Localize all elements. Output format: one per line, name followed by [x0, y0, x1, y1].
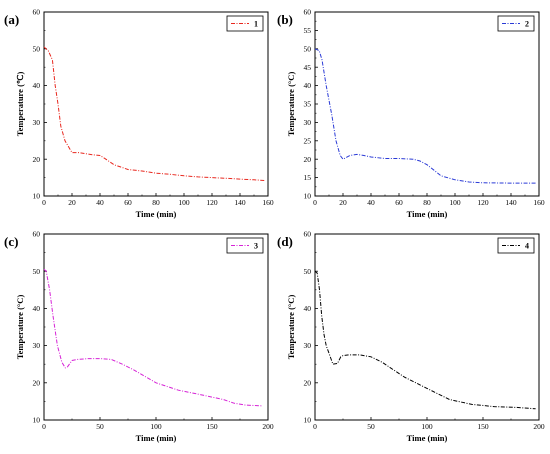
y-tick-label: 50	[33, 44, 41, 53]
panel-label: (b)	[277, 12, 293, 27]
legend-label: 1	[254, 20, 258, 29]
x-tick-label: 100	[449, 198, 461, 207]
x-tick-label: 150	[477, 422, 489, 431]
y-tick-label: 10	[304, 416, 312, 425]
x-tick-label: 0	[313, 422, 317, 431]
y-tick-label: 60	[304, 8, 312, 17]
legend-label: 4	[525, 242, 529, 251]
legend-label: 2	[525, 20, 529, 29]
y-axis-label: Temperature (℃)	[15, 72, 25, 137]
x-tick-label: 40	[367, 198, 375, 207]
x-tick-label: 150	[206, 422, 218, 431]
y-tick-label: 40	[33, 304, 41, 313]
y-tick-label: 30	[304, 118, 312, 127]
x-tick-label: 0	[313, 198, 317, 207]
y-tick-label: 50	[304, 267, 312, 276]
x-tick-label: 50	[367, 422, 375, 431]
plot-frame	[43, 233, 269, 421]
x-axis-label: Time (min)	[136, 433, 177, 443]
y-tick-label: 60	[33, 230, 41, 239]
x-tick-label: 140	[234, 198, 246, 207]
y-tick-label: 30	[33, 118, 41, 127]
legend-label: 3	[254, 242, 258, 251]
x-axis-label: Time (min)	[407, 209, 448, 219]
y-tick-label: 10	[33, 192, 41, 201]
panel-label: (a)	[4, 12, 19, 27]
y-tick-label: 35	[304, 100, 312, 109]
x-tick-label: 0	[42, 198, 46, 207]
y-tick-label: 60	[33, 8, 41, 17]
panel-label: (d)	[277, 234, 293, 249]
series-line	[43, 46, 266, 181]
y-tick-label: 40	[304, 81, 312, 90]
series-line	[314, 270, 536, 410]
y-tick-label: 30	[304, 341, 312, 350]
x-tick-label: 20	[339, 198, 347, 207]
x-tick-label: 80	[423, 198, 431, 207]
y-tick-label: 50	[304, 44, 312, 53]
x-tick-label: 80	[152, 198, 160, 207]
x-tick-label: 40	[96, 198, 104, 207]
x-tick-label: 120	[477, 198, 489, 207]
x-tick-label: 20	[68, 198, 76, 207]
x-tick-label: 60	[395, 198, 403, 207]
y-tick-label: 25	[304, 136, 312, 145]
chart-panel-4: 0 50 100 150 200 10 20 30 40 50 60 Time (min) Temper…	[277, 230, 545, 443]
x-axis-label: Time (min)	[407, 433, 448, 443]
y-axis-label: Temperature (°C)	[15, 295, 25, 360]
chart-panel-3: 0 50 100 150 200 10 20 30 40 50 60 Time (min) Temper…	[4, 230, 274, 443]
plot-frame	[314, 233, 540, 421]
panel-label: (c)	[4, 234, 18, 249]
y-tick-label: 50	[33, 267, 41, 276]
series-line	[43, 268, 263, 407]
x-tick-label: 120	[206, 198, 218, 207]
x-tick-label: 200	[533, 422, 545, 431]
series-line	[314, 48, 537, 184]
y-tick-label: 45	[304, 63, 312, 72]
x-tick-label: 100	[150, 422, 162, 431]
x-tick-label: 100	[421, 422, 433, 431]
x-tick-label: 160	[262, 198, 274, 207]
plot-frame	[43, 11, 269, 197]
y-tick-label: 15	[304, 173, 312, 182]
y-tick-label: 55	[304, 26, 312, 35]
chart-panel-2: 0 20 40 60 80 100 120 140 160 10 15 20 25 30 35 40 45 50 5…	[277, 8, 545, 219]
x-axis-label: Time (min)	[136, 209, 177, 219]
y-tick-label: 20	[33, 155, 41, 164]
chart-panel-1: 0 20 40 60 80 100 120 140 160 10 20 30 40 50 60 Time (m…	[4, 8, 274, 219]
plot-frame	[314, 11, 540, 197]
y-axis-label: Temperature (°C)	[286, 295, 296, 360]
x-tick-label: 160	[533, 198, 545, 207]
y-tick-label: 40	[304, 304, 312, 313]
y-tick-label: 10	[33, 416, 41, 425]
x-tick-label: 50	[96, 422, 104, 431]
y-tick-label: 60	[304, 230, 312, 239]
x-tick-label: 100	[178, 198, 190, 207]
y-tick-label: 20	[304, 155, 312, 164]
y-tick-label: 20	[33, 378, 41, 387]
y-tick-label: 40	[33, 81, 41, 90]
y-tick-label: 10	[304, 192, 312, 201]
y-axis-label: Temperature (°C)	[286, 72, 296, 137]
x-tick-label: 140	[505, 198, 517, 207]
y-tick-label: 30	[33, 341, 41, 350]
x-tick-label: 200	[262, 422, 274, 431]
x-tick-label: 60	[124, 198, 132, 207]
x-tick-label: 0	[42, 422, 46, 431]
y-tick-label: 20	[304, 378, 312, 387]
